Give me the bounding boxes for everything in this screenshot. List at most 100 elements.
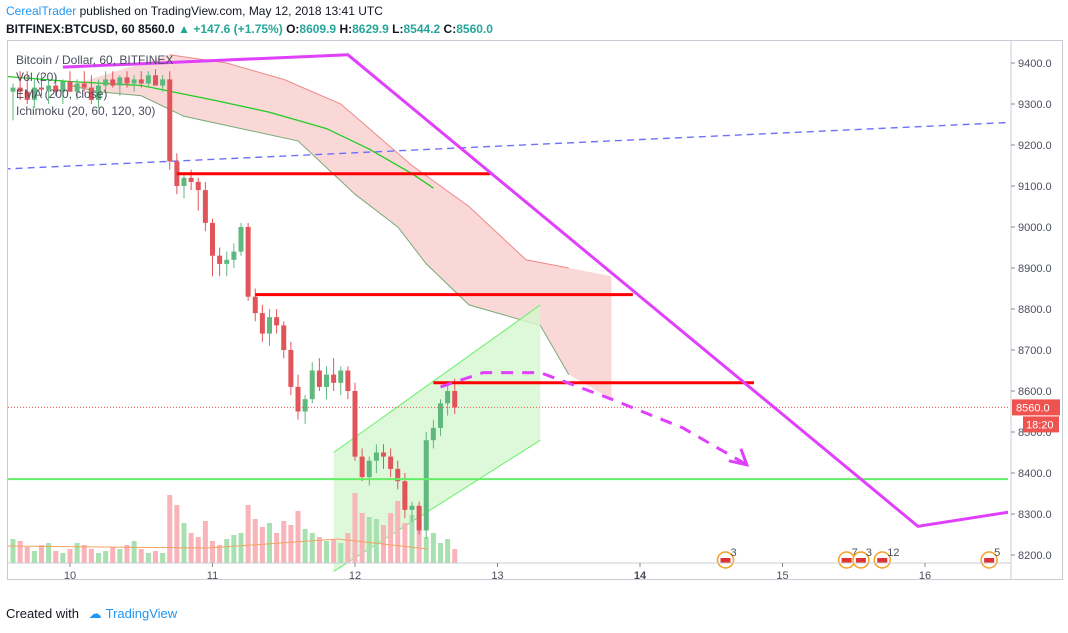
author-link[interactable]: CerealTrader xyxy=(6,4,77,18)
candle-body xyxy=(316,370,322,387)
candle-body xyxy=(153,75,158,86)
y-tick-label: 8900.0 xyxy=(1018,263,1052,275)
volume-bar xyxy=(416,519,422,563)
candle-body xyxy=(74,83,80,92)
legend-ema[interactable]: EMA (200, close) xyxy=(16,87,108,101)
volume-bar xyxy=(267,523,272,563)
price-tag-label: 8560.0 xyxy=(1016,402,1050,414)
volume-bar xyxy=(74,543,80,563)
volume-bar xyxy=(53,551,59,563)
legend-ichimoku[interactable]: Ichimoku (20, 60, 120, 30) xyxy=(16,104,156,118)
volume-bar xyxy=(231,535,237,563)
candle-body xyxy=(238,227,244,252)
volume-bar xyxy=(288,525,294,563)
volume-bar xyxy=(274,533,280,563)
channel-upper-line xyxy=(333,304,541,453)
candle-body xyxy=(430,427,436,441)
candle-body xyxy=(331,374,337,383)
candle-body xyxy=(224,259,230,264)
volume-bar xyxy=(138,549,144,563)
candle-body xyxy=(274,317,280,326)
volume-bar xyxy=(430,533,436,563)
volume-bar xyxy=(202,521,208,563)
volume-bar xyxy=(88,549,94,563)
candle-body xyxy=(338,370,344,383)
event-count: 3 xyxy=(731,547,737,559)
volume-bar xyxy=(153,551,158,563)
tradingview-logo-icon[interactable]: ☁ xyxy=(88,606,102,621)
volume-bar xyxy=(131,541,137,563)
candle-body xyxy=(210,222,215,256)
volume-bar xyxy=(423,537,429,563)
event-flag-stripe xyxy=(984,558,995,563)
event-flag-stripe xyxy=(720,558,731,563)
candle-body xyxy=(409,505,415,510)
event-flag-stripe xyxy=(877,558,888,563)
candle-body xyxy=(39,87,44,90)
volume-bar xyxy=(402,523,408,563)
y-tick-label: 8700.0 xyxy=(1018,345,1052,357)
high-label: H: xyxy=(339,22,353,36)
candle-body xyxy=(267,317,272,334)
candle-body xyxy=(88,87,94,100)
volume-bar xyxy=(81,545,87,563)
chart-area[interactable]: 3 7 3 12 5 9400.0 9300.0 9200.0 9100.0 9000.0 8900… xyxy=(7,40,1063,580)
volume-bar xyxy=(302,529,308,563)
volume-bar xyxy=(252,519,258,563)
legend-vol[interactable]: Vol (20) xyxy=(16,70,58,84)
symbol-name: BITFINEX:BTCUSD, 60 xyxy=(6,22,135,36)
projection-arrowhead xyxy=(728,448,750,467)
volume-bar xyxy=(324,541,329,563)
candle-body xyxy=(195,181,201,191)
volume-bar xyxy=(366,517,372,563)
candle-body xyxy=(46,85,52,90)
symbol-line: BITFINEX:BTCUSD, 60 8560.0 ▲ +147.6 (+1.… xyxy=(6,21,493,37)
candle-body xyxy=(145,75,151,84)
volume-bar xyxy=(60,553,66,563)
candle-body xyxy=(217,255,223,264)
x-tick-label: 13 xyxy=(491,570,503,579)
y-tick-label: 9100.0 xyxy=(1018,181,1052,193)
volume-ma-line xyxy=(8,538,429,550)
x-tick-label: 15 xyxy=(776,570,788,579)
open-label: O: xyxy=(286,22,300,36)
candle-body xyxy=(202,190,208,223)
last-price: 8560.0 xyxy=(138,22,175,36)
price-chart[interactable]: 3 7 3 12 59400.09300.09200.09100.09000.08900… xyxy=(8,41,1062,579)
candle-body xyxy=(302,399,308,412)
high-value: 8629.9 xyxy=(352,22,389,36)
candle-body xyxy=(24,91,30,100)
volume-bar xyxy=(174,505,180,563)
volume-bar xyxy=(181,523,187,563)
candle-body xyxy=(181,177,187,186)
volume-bar xyxy=(345,533,351,563)
volume-bar xyxy=(17,541,23,563)
y-tick-label: 9400.0 xyxy=(1018,58,1052,70)
candle-body xyxy=(252,296,258,314)
volume-bar xyxy=(167,495,173,563)
volume-bar xyxy=(103,551,109,563)
y-tick-label: 9000.0 xyxy=(1018,222,1052,234)
candle-body xyxy=(345,370,351,391)
candle-body xyxy=(259,313,265,334)
candle-body xyxy=(373,452,379,461)
volume-bar xyxy=(409,515,415,563)
x-tick-label: 12 xyxy=(349,570,361,579)
candle-body xyxy=(96,85,101,100)
candle-body xyxy=(103,79,109,86)
y-tick-label: 8600.0 xyxy=(1018,386,1052,398)
volume-bar xyxy=(245,505,251,563)
volume-bar xyxy=(259,527,265,563)
candle-body xyxy=(188,177,194,182)
created-with-label: Created with xyxy=(6,606,79,621)
x-tick-label: 14 xyxy=(634,570,647,579)
ichimoku-span-b xyxy=(69,85,570,375)
volume-bar xyxy=(238,533,244,563)
tradingview-brand[interactable]: TradingView xyxy=(105,606,178,621)
volume-bar xyxy=(67,549,73,563)
event-flag-stripe xyxy=(855,558,866,563)
event-flag-stripe xyxy=(841,558,852,563)
close-label: C: xyxy=(443,22,457,36)
candle-body xyxy=(402,481,408,510)
volume-bar xyxy=(124,545,130,563)
